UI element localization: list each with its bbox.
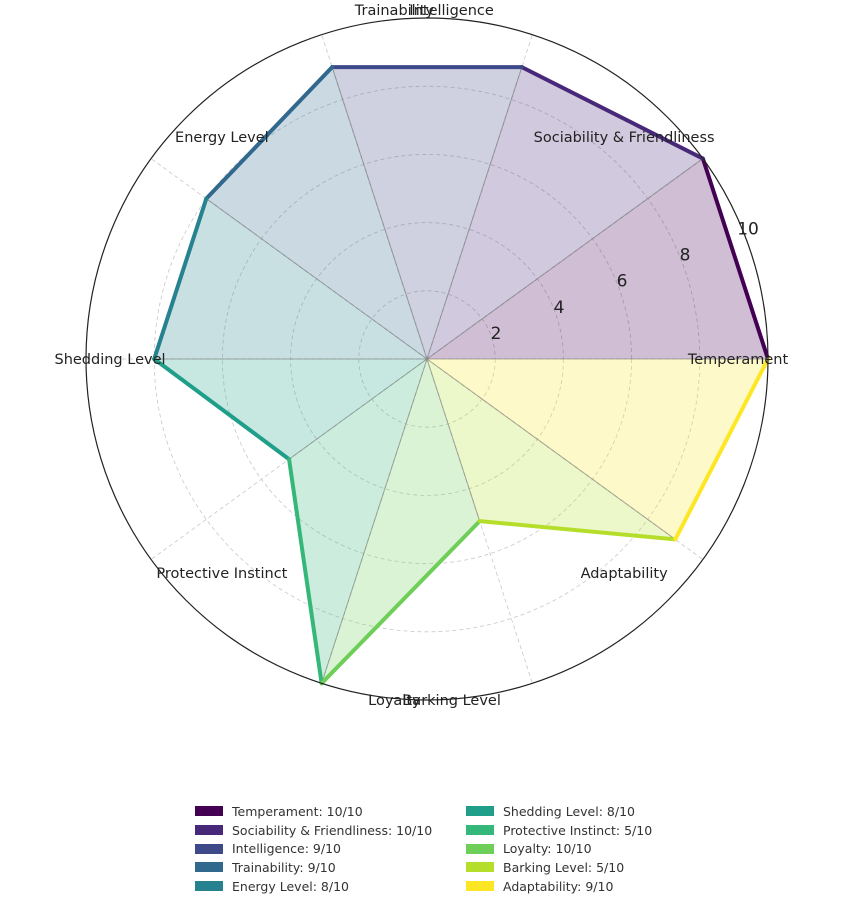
- legend-swatch: [466, 825, 494, 836]
- legend-column-right: Shedding Level: 8/10 Protective Instinct:…: [466, 802, 652, 895]
- grid-circle: [358, 290, 496, 428]
- series-edge: [152, 357, 292, 462]
- legend-swatch: [466, 806, 494, 817]
- legend-item: Barking Level: 5/10: [466, 858, 652, 877]
- radial-tick-label: 6: [617, 272, 628, 292]
- legend-item: Energy Level: 8/10: [195, 877, 432, 896]
- series-edge: [673, 357, 770, 542]
- legend-swatch: [195, 843, 223, 854]
- series-edge: [700, 156, 770, 361]
- grid-spoke: [321, 358, 428, 684]
- legend-column-left: Temperament: 10/10 Sociability & Friendli…: [195, 802, 432, 895]
- radar-chart: 2 4 6 8 10 Temperament Sociability & Friendlin…: [54, 3, 789, 709]
- series-edge: [519, 65, 705, 161]
- legend-swatch: [466, 862, 494, 873]
- legend-item: Adaptability: 9/10: [466, 877, 652, 896]
- axis-label-adaptability: Adaptability: [581, 566, 669, 582]
- grid-spoke: [426, 34, 533, 360]
- axis-label-temperament: Temperament: [687, 352, 789, 368]
- legend-swatch: [466, 843, 494, 854]
- legend-label: Sociability & Friendliness: 10/10: [232, 822, 433, 838]
- legend-label: Shedding Level: 8/10: [503, 803, 635, 819]
- legend-label: Trainability: 9/10: [232, 859, 336, 875]
- legend-item: Trainability: 9/10: [195, 858, 432, 877]
- series-edge: [287, 457, 324, 686]
- legend-item: Intelligence: 9/10: [195, 839, 432, 858]
- polar-frame: [85, 17, 769, 701]
- legend-swatch: [195, 881, 223, 892]
- legend-swatch: [195, 806, 223, 817]
- legend-swatch: [195, 825, 223, 836]
- radar-plot: 2 4 6 8 10 Temperament Sociability & Friendlin…: [54, 3, 789, 709]
- radial-tick-label: 10: [737, 220, 759, 240]
- legend-item: Sociability & Friendliness: 10/10: [195, 821, 432, 840]
- legend-label: Barking Level: 5/10: [503, 859, 625, 875]
- legend-item: Loyalty: 10/10: [466, 839, 652, 858]
- grid-spoke: [321, 34, 428, 360]
- grid-spoke: [426, 158, 704, 360]
- legend-label: Protective Instinct: 5/10: [503, 822, 653, 838]
- axis-label-energy-level: Energy Level: [175, 130, 269, 146]
- legend: Temperament: 10/10 Sociability & Friendli…: [195, 802, 665, 902]
- radial-tick-label: 8: [680, 246, 691, 266]
- legend-label: Adaptability: 9/10: [503, 878, 614, 894]
- legend-label: Intelligence: 9/10: [232, 841, 341, 857]
- axis-label-shedding-level: Shedding Level: [54, 352, 165, 368]
- legend-swatch: [195, 862, 223, 873]
- radial-tick-label: 2: [491, 324, 502, 344]
- legend-item: Protective Instinct: 5/10: [466, 821, 652, 840]
- grid-spoke: [150, 158, 428, 360]
- legend-item: Shedding Level: 8/10: [466, 802, 652, 821]
- legend-label: Loyalty: 10/10: [503, 841, 592, 857]
- axis-label-sociability-friendliness: Sociability & Friendliness: [534, 130, 715, 146]
- legend-item: Temperament: 10/10: [195, 802, 432, 821]
- series-edge: [477, 519, 678, 542]
- legend-swatch: [466, 881, 494, 892]
- radial-tick-label: 4: [554, 298, 565, 318]
- axis-label-loyalty: Loyalty: [368, 693, 421, 709]
- series-edge: [319, 519, 482, 686]
- legend-label: Temperament: 10/10: [232, 803, 363, 819]
- axis-label-protective-instinct: Protective Instinct: [156, 566, 287, 582]
- series-edge: [204, 65, 335, 201]
- legend-label: Energy Level: 8/10: [232, 878, 349, 894]
- axis-label-trainability: Trainability: [354, 3, 435, 19]
- series-edge: [152, 196, 209, 361]
- grid-spoke: [426, 358, 704, 560]
- axis-label-barking-level: Barking Level: [402, 693, 501, 709]
- axis-label-intelligence: Intelligence: [409, 3, 493, 19]
